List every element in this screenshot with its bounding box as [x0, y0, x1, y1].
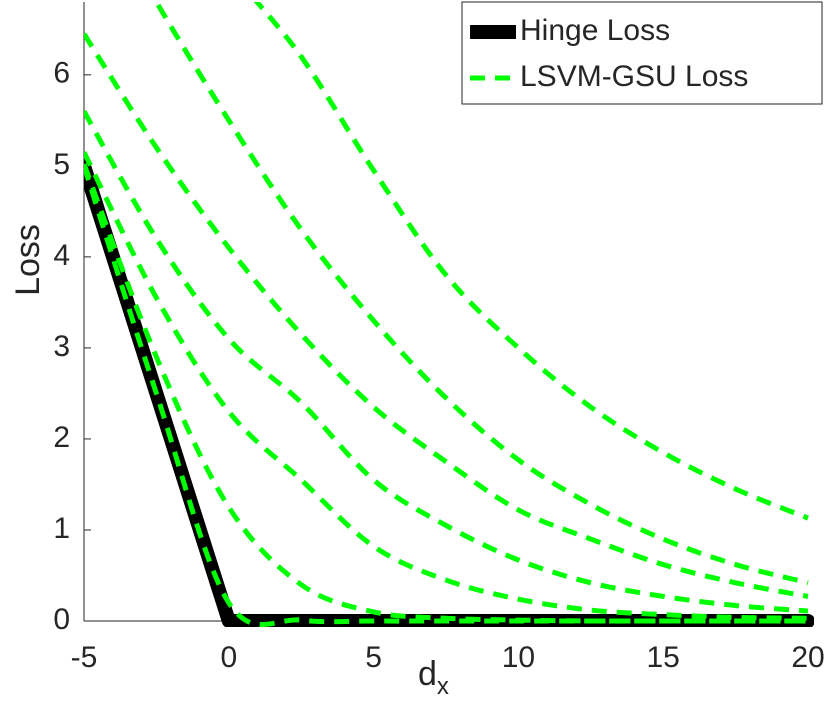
y-tick-label: 0	[53, 603, 70, 636]
x-axis-label-subscript: x	[437, 673, 449, 700]
y-tick-label: 6	[53, 57, 70, 90]
legend-box	[461, 1, 823, 105]
y-tick-label: 4	[53, 239, 70, 272]
legend-label: Hinge Loss	[520, 14, 670, 47]
x-tick-label: 15	[647, 641, 680, 674]
y-tick-label: 1	[53, 512, 70, 545]
x-tick-label: 10	[502, 641, 535, 674]
y-axis-label: Loss	[9, 224, 47, 296]
loss-curve	[84, 165, 808, 627]
loss-curve	[84, 32, 809, 599]
loss-curve	[153, 2, 809, 586]
plot-area	[84, 2, 814, 627]
x-axis-label-main: d	[418, 655, 437, 693]
legend-label: LSVM-GSU Loss	[520, 60, 748, 93]
x-tick-label: -5	[71, 641, 98, 674]
y-tick-label: 5	[53, 148, 70, 181]
y-tick-label: 3	[53, 330, 70, 363]
x-tick-label: 0	[220, 641, 237, 674]
x-tick-label: 20	[791, 641, 824, 674]
y-tick-label: 2	[53, 421, 70, 454]
loss-curve	[84, 151, 809, 621]
x-axis-label: dx	[418, 655, 449, 700]
x-tick-label: 5	[365, 641, 382, 674]
